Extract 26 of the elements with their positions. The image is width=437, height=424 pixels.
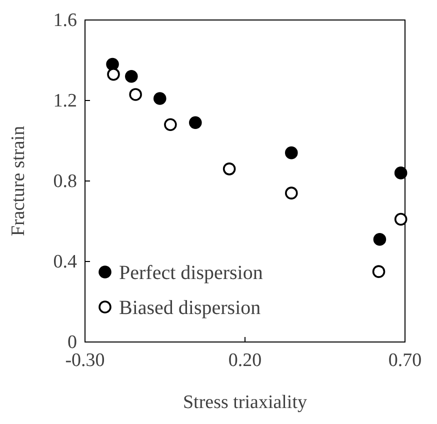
point — [153, 92, 166, 105]
x-tick-label: -0.30 — [65, 350, 105, 371]
y-tick-label: 0.4 — [53, 252, 78, 272]
point — [372, 265, 386, 278]
point — [394, 166, 408, 180]
y-tick-label: 0 — [68, 332, 77, 353]
point — [285, 146, 298, 160]
point — [129, 88, 142, 101]
point — [222, 162, 236, 176]
point — [125, 70, 138, 83]
point — [164, 118, 177, 132]
point — [373, 232, 386, 246]
point — [285, 186, 298, 200]
y-tick-label: 1.6 — [53, 10, 77, 31]
x-tick-label: 0.20 — [228, 350, 262, 371]
point — [189, 116, 202, 130]
point — [107, 68, 120, 81]
x-tick-label: 0.70 — [388, 350, 422, 371]
legend-label: Biased dispersion — [119, 297, 261, 319]
point — [394, 212, 408, 226]
y-tick-label: 1.2 — [53, 90, 77, 112]
x-axis-title: Stress triaxiality — [182, 392, 308, 413]
point — [106, 58, 119, 71]
y-tick-label: 0.8 — [53, 171, 77, 192]
y-axis-title: Fracture strain — [8, 125, 29, 236]
legend-label: Perfect dispersion — [119, 262, 263, 284]
